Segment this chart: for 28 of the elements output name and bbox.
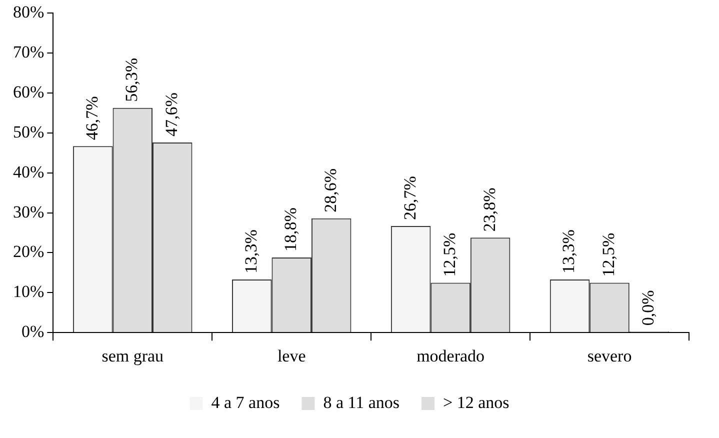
x-tick-label: severo [587,346,632,366]
data-label: 26,7% [400,176,420,220]
data-label: 13,3% [241,230,260,274]
data-label: 13,3% [559,230,578,274]
legend-label: 8 a 11 anos [323,392,400,412]
data-label: 56,3% [122,58,142,102]
data-label: 0,0% [638,290,658,326]
data-label: 12,5% [440,232,460,277]
data-label: 23,8% [480,188,499,232]
x-tick-label: sem grau [102,346,164,366]
data-label: 28,6% [320,168,340,212]
data-label: 47,6% [162,92,181,137]
legend-label: > 12 anos [443,392,510,412]
data-label: 46,7% [82,96,102,140]
y-tick-label: 80% [12,2,44,22]
y-tick-label: 50% [12,122,44,142]
x-tick-label: leve [277,346,306,366]
x-tick-label: moderado [416,346,485,366]
data-label: 18,8% [281,208,300,252]
y-tick-label: 20% [12,242,44,262]
y-tick-label: 60% [12,82,44,102]
y-tick-label: 10% [12,282,44,302]
data-label: 12,5% [598,232,618,277]
y-tick-label: 0% [21,322,44,342]
y-tick-label: 70% [12,42,44,62]
y-tick-label: 40% [12,162,44,182]
y-tick-label: 30% [12,202,44,222]
legend-label: 4 a 7 anos [211,392,280,412]
